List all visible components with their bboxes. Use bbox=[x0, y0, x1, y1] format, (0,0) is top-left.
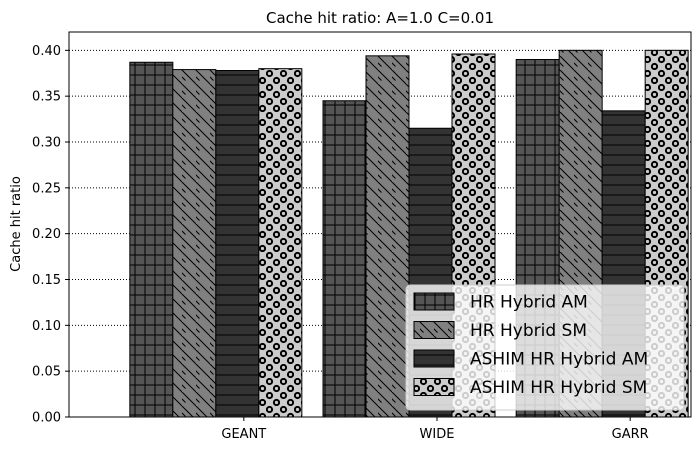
legend-swatch-ashim-hr-hybrid-am bbox=[413, 349, 455, 368]
y-tick-label: 0.10 bbox=[32, 319, 61, 334]
bar-hr-hybrid-am-geant bbox=[129, 61, 174, 418]
plot-frame bbox=[68, 31, 692, 418]
x-tick-label-wide: WIDE bbox=[420, 427, 455, 442]
x-tick-label-geant: GEANT bbox=[221, 427, 266, 442]
y-tick-label: 0.35 bbox=[32, 90, 61, 105]
legend-frame bbox=[405, 284, 685, 411]
y-tick-label: 0.00 bbox=[32, 411, 61, 426]
y-tick-label: 0.15 bbox=[32, 273, 61, 288]
y-axis-label: Cache hit ratio bbox=[9, 176, 24, 272]
bar-ashim-hr-hybrid-sm-geant bbox=[258, 68, 303, 418]
legend-label-ashim-hr-hybrid-am: ASHIM HR Hybrid AM bbox=[470, 350, 648, 370]
legend-swatch-hr-hybrid-sm bbox=[413, 321, 455, 339]
y-tick-label: 0.30 bbox=[32, 136, 61, 151]
y-tick-label: 0.25 bbox=[32, 181, 61, 196]
legend: HR Hybrid AM HR Hybrid SM ASHIM HR Hybrid … bbox=[405, 284, 685, 411]
bar-hr-hybrid-am-wide bbox=[322, 100, 367, 418]
legend-swatch-ashim-hr-hybrid-sm bbox=[413, 378, 455, 396]
x-tick-label-garr: GARR bbox=[612, 427, 649, 442]
legend-label-hr-hybrid-sm: HR Hybrid SM bbox=[470, 321, 587, 341]
y-tick-label: 0.40 bbox=[32, 44, 61, 59]
chart-title: Cache hit ratio: A=1.0 C=0.01 bbox=[266, 9, 494, 27]
bar-ashim-hr-hybrid-am-geant bbox=[215, 70, 260, 418]
legend-swatch-hr-hybrid-am bbox=[413, 292, 455, 311]
ticks-layer: 0.00 0.05 0.10 0.15 0.20 0.25 0.30 0.35 0.40 GEAN… bbox=[32, 44, 649, 442]
y-tick-label: 0.20 bbox=[32, 227, 61, 242]
y-tick-label: 0.05 bbox=[32, 365, 61, 380]
legend-label-ashim-hr-hybrid-sm: ASHIM HR Hybrid SM bbox=[470, 378, 647, 398]
bar-hr-hybrid-sm-wide bbox=[365, 55, 410, 418]
legend-label-hr-hybrid-am: HR Hybrid AM bbox=[470, 293, 588, 313]
bar-hr-hybrid-sm-geant bbox=[172, 69, 217, 418]
